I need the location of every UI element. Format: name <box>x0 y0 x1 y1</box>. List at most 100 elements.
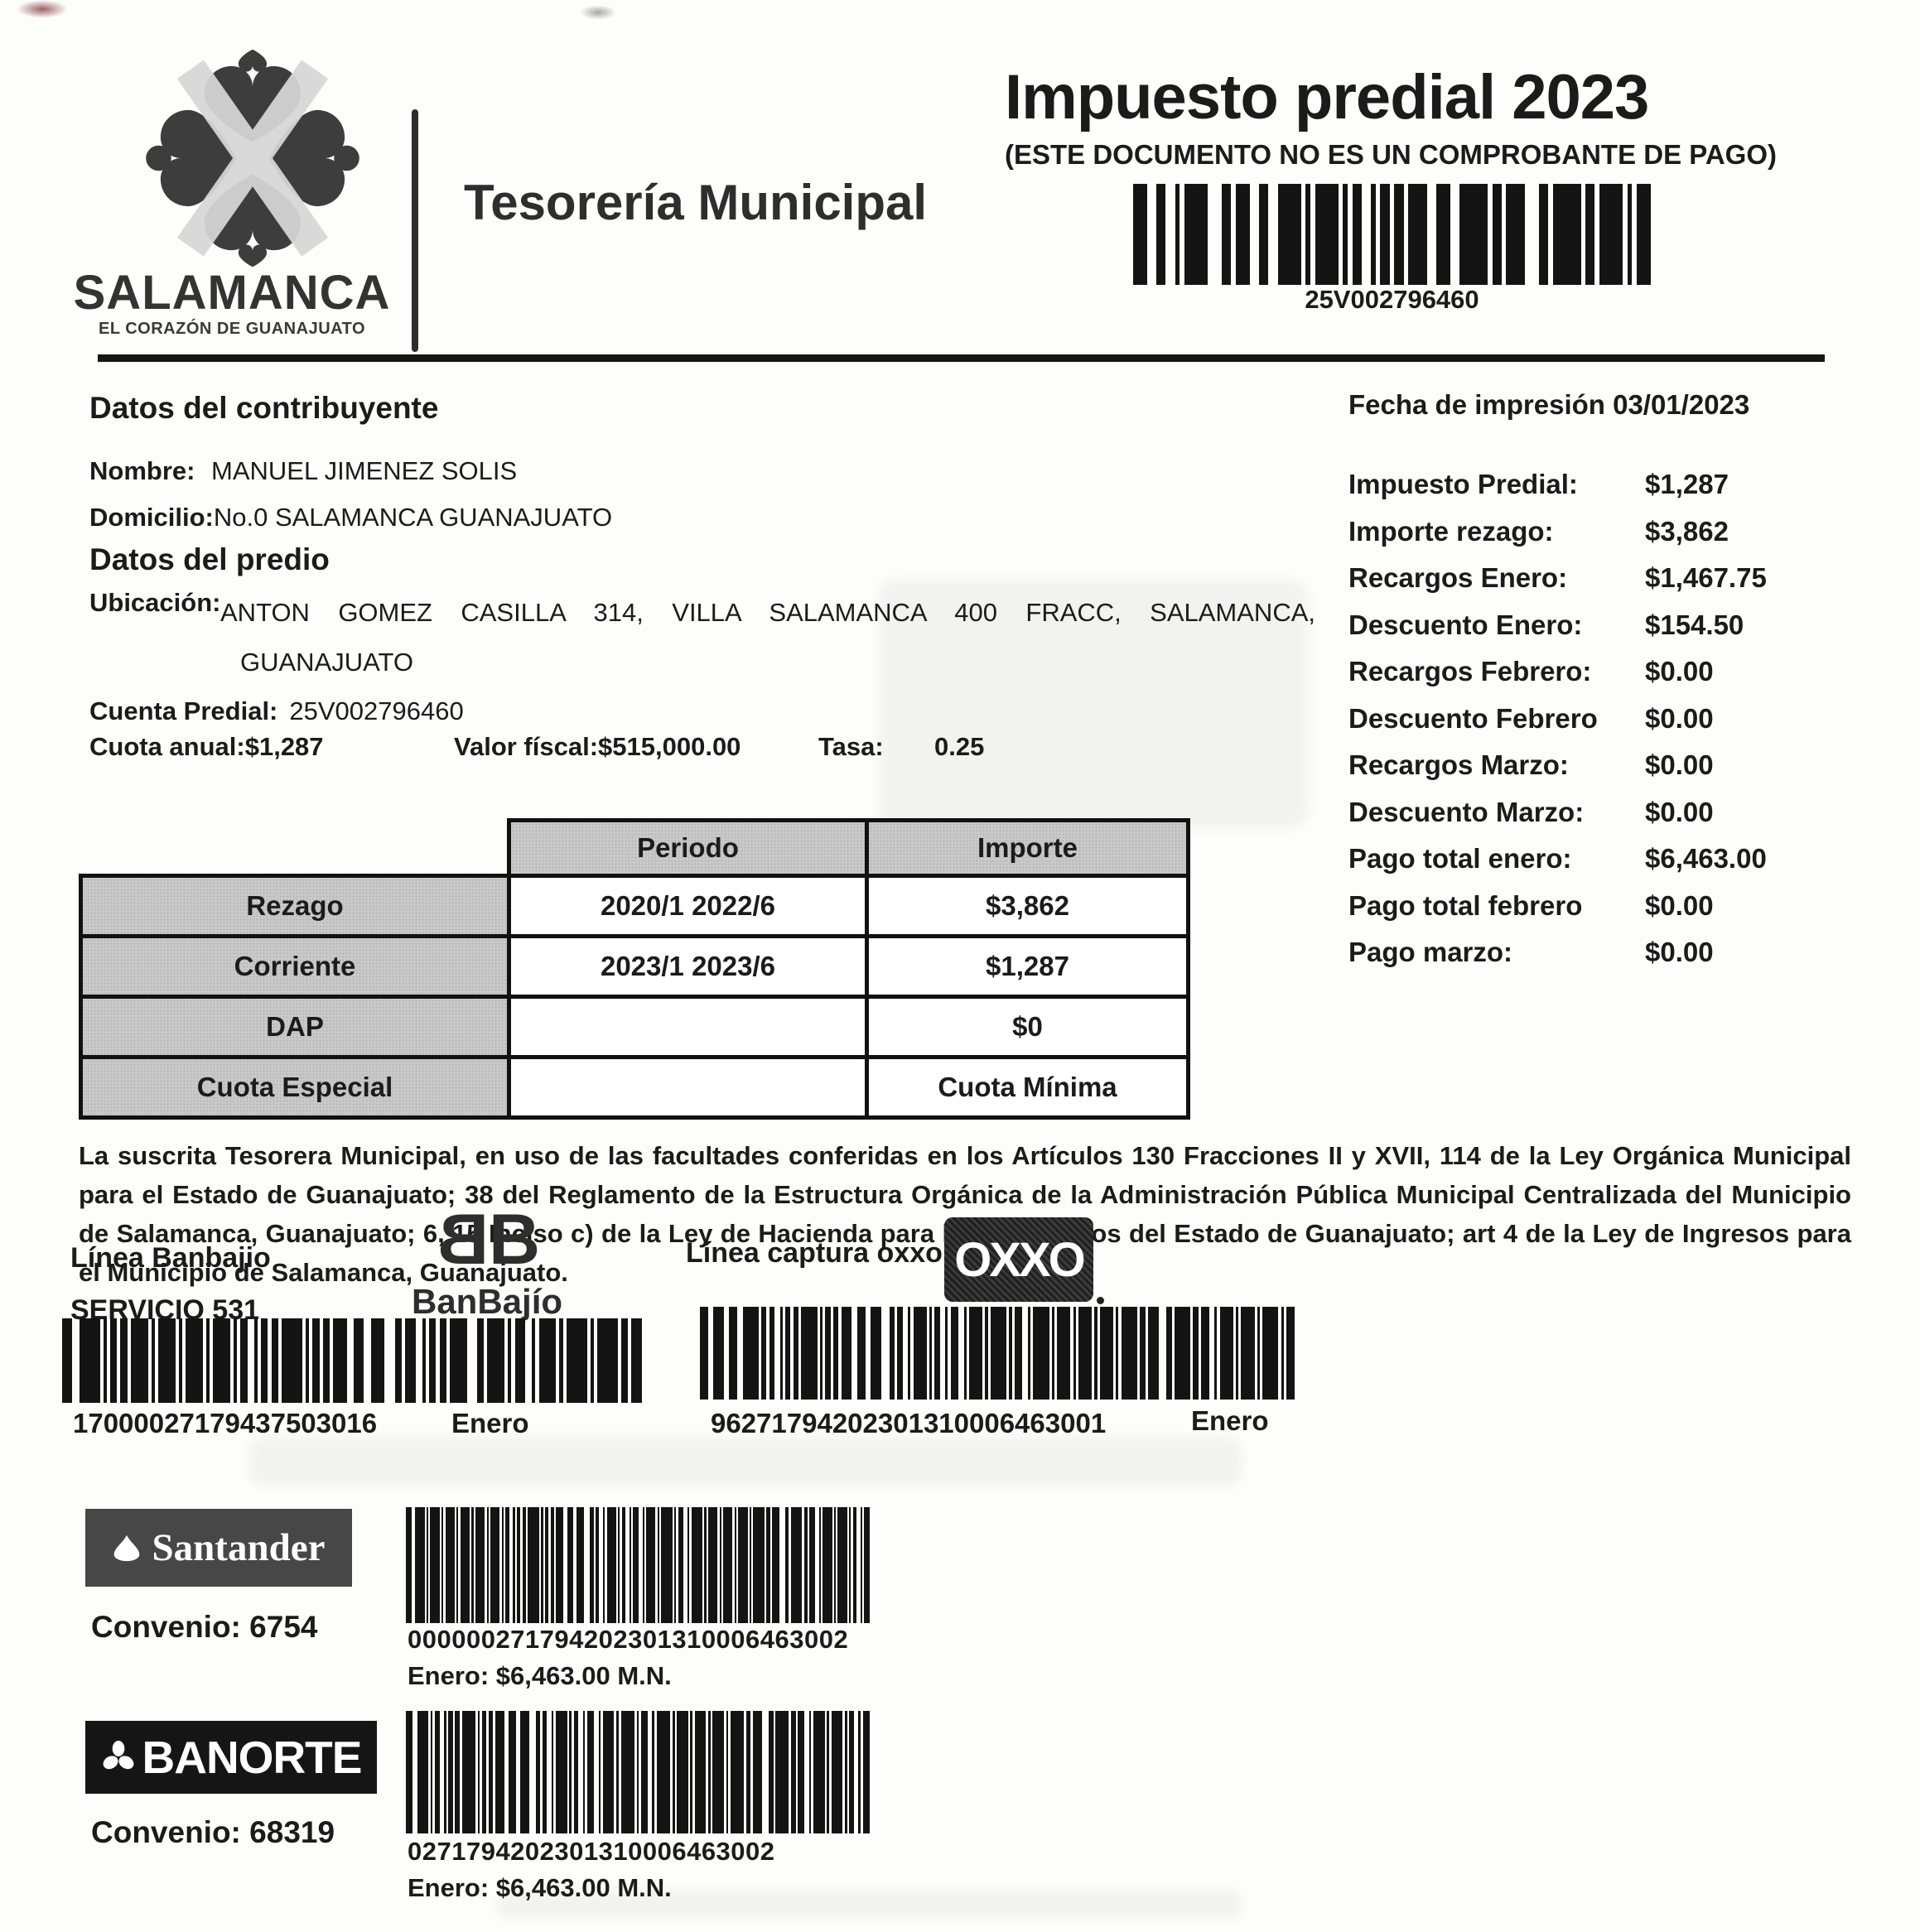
summary-label: Pago total enero: <box>1348 843 1572 874</box>
summary-row: Impuesto Predial: $1,287 <box>1348 470 1845 499</box>
santander-flame-icon <box>113 1535 139 1562</box>
oxxo-barcode-number: 96271794202301310006463001 <box>711 1408 1107 1438</box>
summary-row: Recargos Febrero: $0.00 <box>1348 658 1845 686</box>
oxxo-barcode <box>700 1307 1295 1400</box>
table-row: Rezago 2020/1 2022/6 $3,862 <box>79 874 1190 938</box>
table-header-row: Periodo Importe <box>81 818 1190 878</box>
account-barcode-number: 25V002796460 <box>1305 285 1479 314</box>
section-title-predio: Datos del predio <box>89 542 330 576</box>
oxxo-logo: OXXO <box>944 1217 1093 1302</box>
field-domicilio: Domicilio:No.0 SALAMANCA GUANAJUATO <box>89 503 612 532</box>
summary-label: Pago total febrero <box>1348 889 1583 921</box>
summary-row: Recargos Enero: $1,467.75 <box>1348 564 1845 592</box>
fiscal-summary-line: Cuota anual:$1,287 Valor físcal:$515,000… <box>89 732 1191 765</box>
header-divider <box>412 109 418 352</box>
banorte-barcode <box>406 1711 870 1833</box>
table-row: Corriente 2023/1 2023/6 $1,287 <box>79 934 1190 999</box>
scan-artifact <box>580 5 616 20</box>
salamanca-logo-icon <box>124 49 381 267</box>
banbajio-logo-text: BanBajío <box>411 1282 563 1321</box>
section-title-contribuyente: Datos del contribuyente <box>89 391 439 425</box>
field-cuenta-predial: Cuenta Predial: 25V002796460 <box>89 696 464 726</box>
oxxo-logo-text: OXXO <box>954 1232 1086 1287</box>
banbajio-barcode <box>62 1318 642 1403</box>
row-concepto: Cuota Especial <box>79 1055 511 1120</box>
field-nombre: Nombre: MANUEL JIMENEZ SOLIS <box>89 456 517 486</box>
summary-value: $0.00 <box>1645 702 1714 734</box>
summary-label: Descuento Febrero <box>1348 702 1598 734</box>
ubicacion-line2: GUANAJUATO <box>240 648 413 677</box>
santander-amount: Enero: $6,463.00 M.N. <box>408 1661 672 1690</box>
document-title: Impuesto predial 2023 <box>1005 62 1649 132</box>
santander-barcode <box>406 1507 870 1623</box>
summary-value: $0.00 <box>1645 937 1714 967</box>
summary-label: Importe rezago: <box>1348 515 1554 547</box>
col-header-periodo: Periodo <box>507 818 869 878</box>
banorte-convenio: Convenio: 68319 <box>91 1815 335 1849</box>
scan-bleedthrough <box>497 1890 1242 1920</box>
banorte-propeller-icon <box>103 1741 133 1770</box>
logo-tagline: EL CORAZÓN DE GUANAJUATO <box>98 320 366 338</box>
summary-value: $154.50 <box>1645 609 1744 640</box>
department-title: Tesorería Municipal <box>464 175 928 230</box>
banbajio-monogram-left: B <box>445 1200 489 1279</box>
banorte-amount: Enero: $6,463.00 M.N. <box>408 1873 672 1902</box>
header-rule <box>98 354 1825 362</box>
banbajio-barcode-number: 17000027179437503016 <box>73 1408 378 1438</box>
summary-value: $6,463.00 <box>1645 843 1767 874</box>
row-concepto: Corriente <box>79 934 511 999</box>
summary-label: Recargos Febrero: <box>1348 656 1592 687</box>
banorte-logo-text: BANORTE <box>142 1732 363 1783</box>
cuenta-value: 25V002796460 <box>289 696 464 725</box>
summary-row: Pago total enero: $6,463.00 <box>1348 845 1845 873</box>
row-importe: $0 <box>865 995 1190 1059</box>
cuenta-label: Cuenta Predial: <box>89 696 278 725</box>
logo-city-name: SALAMANCA <box>73 266 391 320</box>
periods-table: Periodo Importe Rezago 2020/1 2022/6 $3,… <box>79 818 1190 1120</box>
summary-value: $3,862 <box>1645 515 1729 547</box>
account-barcode <box>1133 184 1651 285</box>
document-subtitle: (ESTE DOCUMENTO NO ES UN COMPROBANTE DE … <box>1005 139 1777 170</box>
summary-value: $0.00 <box>1645 796 1714 827</box>
row-concepto: Rezago <box>79 874 511 938</box>
banbajio-monogram-right: B <box>489 1200 540 1279</box>
summary-row: Recargos Marzo: $0.00 <box>1348 751 1845 779</box>
summary-label: Descuento Marzo: <box>1348 796 1585 827</box>
banbajio-line-label: Línea Banbajio <box>70 1242 271 1274</box>
row-periodo <box>507 995 869 1059</box>
print-date: Fecha de impresión 03/01/2023 <box>1348 389 1750 420</box>
row-concepto: DAP <box>79 995 511 1059</box>
summary-value: $0.00 <box>1645 656 1714 687</box>
domicilio-value: No.0 SALAMANCA GUANAJUATO <box>213 503 613 532</box>
santander-barcode-number: 000000271794202301310006463002 <box>408 1625 849 1654</box>
table-row: Cuota Especial Cuota Mínima <box>79 1055 1190 1120</box>
row-periodo: 2020/1 2022/6 <box>507 874 869 938</box>
santander-logo-text: Santander <box>152 1526 326 1569</box>
summary-label: Recargos Marzo: <box>1348 749 1569 780</box>
oxxo-line-label: Línea captura oxxo <box>686 1237 943 1269</box>
summary-label: Impuesto Predial: <box>1348 469 1578 499</box>
field-ubicacion: Ubicación: ANTON GOMEZ CASILLA 314, VILL… <box>89 588 1315 687</box>
summary-label: Descuento Enero: <box>1348 609 1583 640</box>
banorte-barcode-number: 0271794202301310006463002 <box>408 1837 775 1866</box>
row-importe: $3,862 <box>865 874 1190 938</box>
tasa-label: Tasa: <box>818 732 884 761</box>
table-empty-corner <box>81 821 509 876</box>
summary-label: Pago marzo: <box>1348 937 1513 967</box>
banbajio-logo-icon: BB <box>418 1199 559 1281</box>
payment-summary: Impuesto Predial: $1,287 Importe rezago: $… <box>1348 470 1845 985</box>
oxxo-logo-dot <box>1097 1297 1104 1304</box>
ubicacion-line1: ANTON GOMEZ CASILLA 314, VILLA SALAMANCA… <box>220 598 1315 627</box>
col-header-importe: Importe <box>865 818 1190 878</box>
row-importe: $1,287 <box>865 934 1190 999</box>
summary-value: $1,287 <box>1645 469 1729 499</box>
nombre-value: MANUEL JIMENEZ SOLIS <box>211 456 518 485</box>
cuota-anual: Cuota anual:$1,287 <box>89 732 324 761</box>
legal-text: La suscrita Tesorera Municipal, en uso d… <box>79 1141 1851 1287</box>
banbajio-month: Enero <box>451 1408 529 1438</box>
summary-row: Pago marzo: $0.00 <box>1348 938 1845 966</box>
valor-fiscal: Valor físcal:$515,000.00 <box>454 732 741 761</box>
summary-row: Descuento Febrero $0.00 <box>1348 702 1845 734</box>
scan-bleedthrough <box>878 580 1309 828</box>
